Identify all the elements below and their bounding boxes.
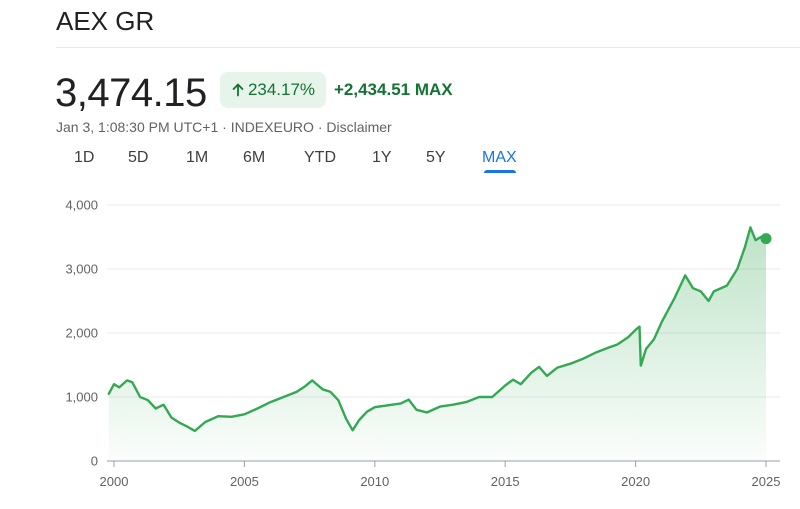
- tab-5d[interactable]: 5D: [128, 149, 149, 166]
- arrow-up-icon: [232, 83, 244, 97]
- y-axis: 0 1,000 2,000 3,000 4,000: [65, 198, 98, 469]
- percent-change-badge: 234.17%: [220, 72, 326, 108]
- tab-5y[interactable]: 5Y: [426, 149, 446, 166]
- tab-max[interactable]: MAX: [482, 149, 517, 166]
- page-title: AEX GR: [56, 6, 155, 36]
- current-price: 3,474.15: [55, 71, 207, 115]
- y-tick-label: 4,000: [65, 198, 98, 213]
- x-tick-label: 2025: [752, 474, 781, 489]
- price-area: [108, 227, 767, 461]
- x-tick-label: 2010: [360, 474, 389, 489]
- x-tick-label: 2015: [491, 474, 520, 489]
- quote-meta: Jan 3, 1:08:30 PM UTC+1 · INDEXEURO · Di…: [56, 119, 392, 135]
- y-tick-label: 1,000: [65, 390, 98, 405]
- tab-ytd[interactable]: YTD: [304, 149, 336, 166]
- percent-change-value: 234.17%: [247, 80, 316, 99]
- current-price-marker: [760, 233, 772, 245]
- active-tab-indicator: [484, 170, 516, 173]
- x-tick-label: 2020: [621, 474, 650, 489]
- y-tick-label: 0: [91, 454, 98, 469]
- header-divider: [56, 47, 800, 48]
- absolute-change: +2,434.51 MAX: [334, 80, 453, 99]
- price-line: [107, 226, 768, 433]
- tab-6m[interactable]: 6M: [243, 149, 266, 166]
- tab-1d[interactable]: 1D: [74, 149, 95, 166]
- tab-1m[interactable]: 1M: [186, 149, 209, 166]
- y-tick-label: 3,000: [65, 262, 98, 277]
- x-tick-label: 2000: [100, 474, 129, 489]
- tab-1y[interactable]: 1Y: [372, 149, 392, 166]
- y-tick-label: 2,000: [65, 326, 98, 341]
- x-axis: 2000 2005 2010 2015 2020 2025: [100, 461, 781, 489]
- x-tick-label: 2005: [230, 474, 259, 489]
